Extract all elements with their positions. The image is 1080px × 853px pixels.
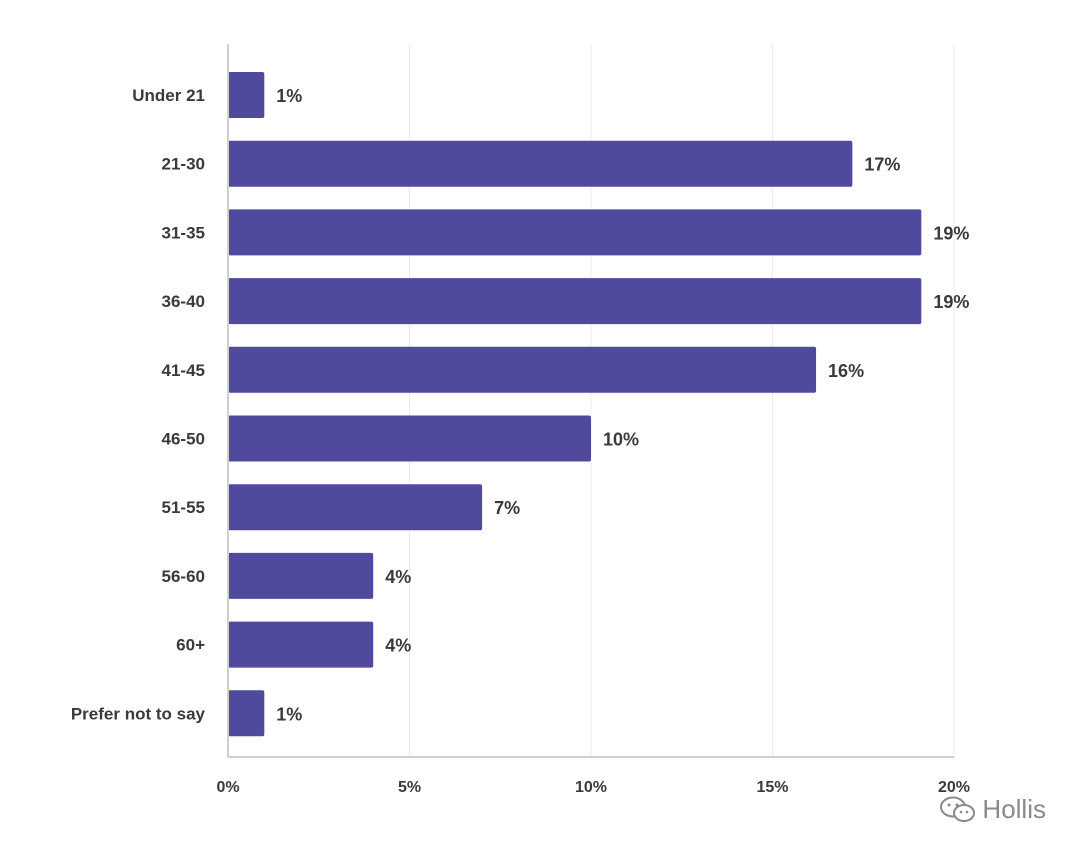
data-label: 4%: [385, 636, 411, 656]
x-tick-label: 5%: [398, 779, 421, 796]
wechat-icon: [940, 796, 976, 822]
category-label: Under 21: [132, 86, 205, 105]
data-label: 16%: [828, 361, 864, 381]
category-label: Prefer not to say: [71, 704, 206, 723]
bar: [228, 621, 374, 668]
data-label: 10%: [603, 430, 639, 450]
category-label: 60+: [176, 636, 205, 655]
category-label: 46-50: [162, 430, 205, 449]
bar: [228, 415, 591, 462]
data-label: 17%: [864, 155, 900, 175]
data-label: 1%: [276, 704, 302, 724]
bar: [228, 209, 922, 256]
watermark: Hollis: [938, 794, 1046, 825]
bar: [228, 278, 922, 325]
category-label: 41-45: [162, 361, 205, 380]
category-label: 51-55: [162, 498, 205, 517]
category-label: 21-30: [162, 155, 205, 174]
bar: [228, 484, 483, 531]
category-label: 56-60: [162, 567, 205, 586]
x-tick-label: 15%: [756, 779, 788, 796]
data-label: 4%: [385, 567, 411, 587]
watermark-text: Hollis: [982, 794, 1046, 824]
data-label: 19%: [933, 223, 969, 243]
x-tick-label: 20%: [938, 779, 970, 796]
category-label: 36-40: [162, 292, 205, 311]
data-label: 1%: [276, 86, 302, 106]
bar: [228, 140, 853, 187]
bar: [228, 72, 265, 118]
bar: [228, 552, 374, 599]
data-label: 7%: [494, 498, 520, 518]
x-tick-label: 0%: [216, 779, 239, 796]
category-label: 31-35: [162, 223, 205, 242]
x-tick-label: 10%: [575, 779, 607, 796]
bar: [228, 690, 265, 737]
data-label: 19%: [933, 292, 969, 312]
bar: [228, 346, 817, 393]
